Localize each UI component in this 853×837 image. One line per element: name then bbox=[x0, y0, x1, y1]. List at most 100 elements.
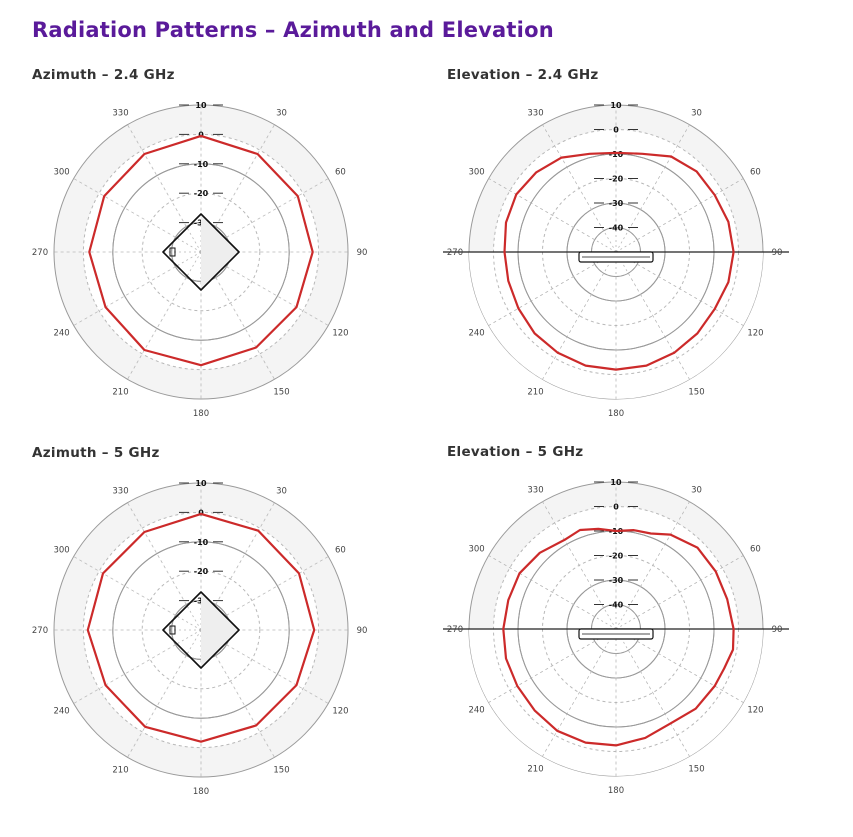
angle-tick-label: 180 bbox=[608, 786, 624, 796]
grid-spoke bbox=[215, 655, 275, 758]
grid-spoke bbox=[73, 556, 176, 616]
grid-spoke bbox=[215, 277, 275, 380]
device-top-shade bbox=[201, 592, 239, 668]
r-tick-label: 10 bbox=[610, 478, 622, 487]
r-tick-label: 10 bbox=[195, 479, 207, 488]
r-tick-label: 10 bbox=[610, 101, 622, 110]
grid-spoke bbox=[488, 640, 595, 703]
r-tick-label: -30 bbox=[609, 576, 624, 585]
angle-tick-label: 150 bbox=[688, 387, 704, 397]
grid-ring bbox=[82, 133, 320, 371]
grid-spoke bbox=[215, 124, 275, 227]
angle-tick-label: 270 bbox=[32, 248, 48, 258]
elevation-5-title: Elevation – 5 GHz bbox=[447, 444, 584, 460]
angle-tick-label: 210 bbox=[112, 765, 128, 775]
grid-spoke bbox=[488, 178, 595, 241]
angle-tick-label: 30 bbox=[691, 486, 702, 496]
r-tick-label: -20 bbox=[194, 567, 209, 576]
r-tick-label: 10 bbox=[195, 101, 207, 110]
grid-spoke-inner bbox=[603, 628, 617, 651]
azimuth-5-polar-chart: 100-10-20-303060901201501802102402703003… bbox=[32, 479, 368, 797]
device-top-outline bbox=[162, 213, 240, 291]
grid-spoke bbox=[627, 273, 690, 380]
grid-spoke bbox=[226, 266, 329, 326]
r-tick-label: -10 bbox=[609, 150, 624, 159]
elevation-24-polar-chart: 10 0 -10 -20 -30 -40 30 60 90 120 150 180 210 240 270 3… bbox=[443, 101, 789, 419]
grid-spoke-inner bbox=[615, 628, 629, 651]
r-tick-label: 0 bbox=[613, 126, 619, 135]
azimuth-24-polar-chart: 100-10-20-303060901201501802102402703003… bbox=[32, 101, 368, 419]
angle-tick-label: 120 bbox=[332, 707, 348, 717]
grid-spoke-inner bbox=[594, 616, 617, 630]
angle-tick-label: 300 bbox=[53, 168, 69, 178]
grid-spoke bbox=[127, 655, 187, 758]
grid-spoke-inner bbox=[615, 251, 629, 274]
r-tick-label: -40 bbox=[609, 224, 624, 233]
grid-spoke bbox=[73, 644, 176, 704]
angle-tick-label: 270 bbox=[447, 625, 463, 635]
grid-spoke bbox=[488, 555, 595, 618]
azimuth-24-title: Azimuth – 2.4 GHz bbox=[32, 67, 175, 83]
angle-tick-label: 60 bbox=[335, 546, 346, 556]
angle-tick-label: 300 bbox=[468, 545, 484, 555]
elevation-5-polar-chart: 100-10-20-30-403060901201501802102402703… bbox=[443, 478, 789, 796]
angle-tick-label: 240 bbox=[468, 329, 484, 339]
grid-spoke bbox=[637, 555, 744, 618]
angle-tick-label: 120 bbox=[332, 329, 348, 339]
r-tick-label: -40 bbox=[609, 601, 624, 610]
grid-spoke bbox=[127, 502, 187, 605]
angle-tick-label: 330 bbox=[527, 486, 543, 496]
angle-tick-label: 30 bbox=[691, 109, 702, 119]
angle-tick-label: 30 bbox=[276, 109, 287, 119]
grid-spoke bbox=[73, 178, 176, 238]
angle-tick-label: 330 bbox=[112, 487, 128, 497]
angle-tick-label: 90 bbox=[357, 626, 368, 636]
angle-tick-label: 270 bbox=[447, 248, 463, 258]
device-top-outline bbox=[162, 591, 240, 669]
grid-spoke bbox=[215, 502, 275, 605]
grid-spoke bbox=[73, 266, 176, 326]
grid-spoke bbox=[627, 650, 690, 757]
angle-tick-label: 330 bbox=[112, 109, 128, 119]
device-port-icon bbox=[169, 247, 176, 257]
grid-spoke bbox=[226, 178, 329, 238]
angle-tick-label: 30 bbox=[276, 487, 287, 497]
grid-spoke bbox=[226, 556, 329, 616]
angle-tick-label: 60 bbox=[750, 168, 761, 178]
grid-ring-solid bbox=[112, 541, 290, 719]
grid-ring bbox=[141, 570, 261, 690]
r-tick-label: -20 bbox=[609, 175, 624, 184]
angle-tick-label: 60 bbox=[335, 168, 346, 178]
angle-tick-label: 120 bbox=[747, 329, 763, 339]
grid-spoke bbox=[627, 124, 690, 231]
angle-tick-label: 300 bbox=[53, 546, 69, 556]
grid-spoke-inner bbox=[603, 230, 617, 253]
angle-tick-label: 210 bbox=[112, 387, 128, 397]
grid-spoke bbox=[542, 124, 605, 231]
angle-tick-label: 210 bbox=[527, 387, 543, 397]
r-tick-label: -20 bbox=[194, 189, 209, 198]
azimuth-5-title: Azimuth – 5 GHz bbox=[32, 445, 160, 461]
pattern-trace bbox=[502, 527, 735, 747]
device-port-icon bbox=[169, 625, 176, 635]
grid-spoke-inner bbox=[615, 607, 629, 630]
angle-tick-label: 90 bbox=[772, 625, 783, 635]
grid-spoke bbox=[127, 124, 187, 227]
angle-tick-label: 330 bbox=[527, 109, 543, 119]
grid-spoke bbox=[637, 178, 744, 241]
angle-tick-label: 90 bbox=[772, 248, 783, 258]
grid-spoke bbox=[627, 501, 690, 608]
grid-spoke-inner bbox=[594, 239, 617, 253]
grid-spoke bbox=[488, 263, 595, 326]
angle-tick-label: 180 bbox=[193, 787, 209, 797]
grid-spoke bbox=[637, 263, 744, 326]
angle-tick-label: 120 bbox=[747, 706, 763, 716]
grid-ring bbox=[82, 511, 320, 749]
grid-ring bbox=[141, 192, 261, 312]
grid-spoke-inner bbox=[615, 616, 638, 630]
page-title: Radiation Patterns – Azimuth and Elevati… bbox=[32, 18, 554, 42]
grid-spoke bbox=[127, 277, 187, 380]
angle-tick-label: 150 bbox=[273, 765, 289, 775]
elevation-24-title: Elevation – 2.4 GHz bbox=[447, 67, 599, 83]
r-tick-label: 0 bbox=[613, 503, 619, 512]
